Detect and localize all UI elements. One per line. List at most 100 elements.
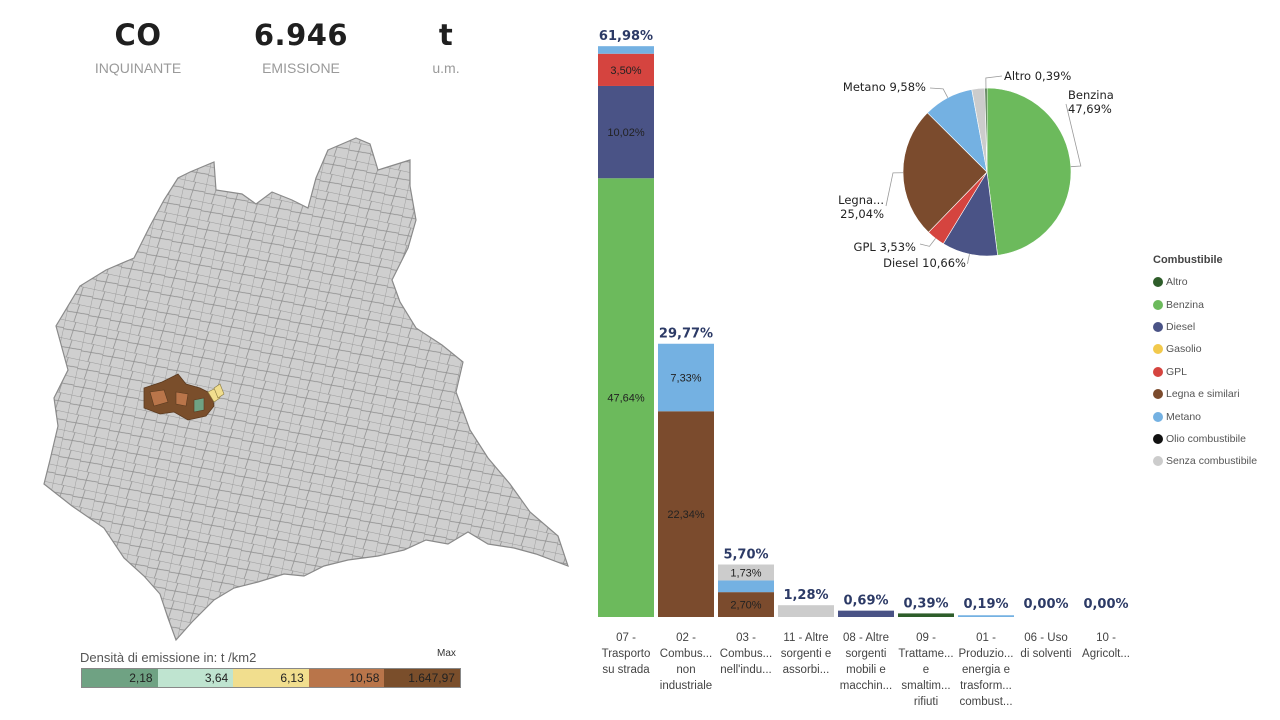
- pie-slice-label: Benzina 47,69%: [1068, 88, 1114, 116]
- bar-segment[interactable]: [598, 53, 654, 86]
- bar-total-label: 29,77%: [659, 327, 713, 342]
- pie-slice-label: Altro 0,39%: [1004, 69, 1071, 83]
- legend-item[interactable]: GPL: [1153, 361, 1257, 383]
- bar-segment-label: 7,33%: [670, 373, 701, 385]
- legend-dot-icon: [1153, 433, 1163, 444]
- category-label: 10 -Agricolt...: [1082, 632, 1130, 660]
- bar-segment-label: 1,73%: [730, 567, 761, 579]
- pie-slice-label: Legna... 25,04%: [838, 193, 884, 221]
- bar-segment[interactable]: [718, 592, 774, 617]
- legend-item[interactable]: Senza combustibile: [1153, 450, 1257, 472]
- bar-segment-label: 3,50%: [610, 65, 641, 77]
- density-legend-scale: 2,18 3,64 6,13 10,58 1.647,97: [81, 668, 461, 688]
- legend-item-label: Diesel: [1166, 320, 1196, 333]
- legend-item[interactable]: Olio combustibile: [1153, 428, 1257, 450]
- legend-dot-icon: [1153, 321, 1163, 332]
- legend-dot-icon: [1153, 456, 1163, 467]
- pie-slice-label: Diesel 10,66%: [883, 256, 966, 270]
- legend-dot-icon: [1153, 366, 1163, 377]
- pie-slice-label: GPL 3,53%: [854, 240, 917, 254]
- bar-segment[interactable]: [658, 343, 714, 412]
- bar-total-label: 1,28%: [783, 588, 828, 603]
- bar-total-label: 0,69%: [843, 594, 888, 609]
- density-legend-max-label: Max: [437, 648, 456, 659]
- bar-segment[interactable]: [598, 85, 654, 179]
- fuel-legend: Combustibile Altro Benzina Diesel Gasolio GP…: [1153, 254, 1257, 473]
- bar-segment[interactable]: [598, 178, 654, 617]
- pie-leader-line: [985, 75, 1003, 89]
- legend-item-label: Legna e similari: [1166, 388, 1240, 401]
- pie-slice-label: Metano 9,58%: [843, 80, 926, 94]
- bar-segment-label: 22,34%: [667, 509, 705, 521]
- bar-total-label: 61,98%: [599, 29, 653, 44]
- bar-segment-label: 2,70%: [730, 600, 761, 612]
- bar-total-label: 0,00%: [1083, 597, 1128, 612]
- category-label: 09 -Trattame... e smaltim... rifiuti: [898, 632, 953, 708]
- kpi-unit-value: t: [438, 18, 454, 52]
- bar-segment-label: 10,02%: [607, 127, 645, 139]
- legend-item[interactable]: Metano: [1153, 405, 1257, 427]
- bar-total-label: 0,19%: [963, 597, 1008, 612]
- legend-item[interactable]: Gasolio: [1153, 338, 1257, 360]
- pie-leader-line: [885, 172, 904, 207]
- density-segment: 6,13: [233, 669, 309, 687]
- pie-leader-line: [919, 238, 936, 247]
- legend-dot-icon: [1153, 277, 1163, 288]
- legend-dot-icon: [1153, 299, 1163, 310]
- sector-stacked-bar-chart[interactable]: 47,64% 10,02% 3,50% 61,98% 07 -Trasporto su s…: [590, 22, 1150, 712]
- legend-title: Combustibile: [1153, 254, 1223, 266]
- density-segment: 1.647,97: [384, 669, 460, 687]
- bar-segment[interactable]: [718, 580, 774, 593]
- category-label: 06 - Uso di solventi: [1020, 632, 1071, 660]
- density-segment: 3,64: [157, 669, 234, 687]
- legend-item-label: Gasolio: [1166, 343, 1202, 356]
- bar-total-label: 0,00%: [1023, 597, 1068, 612]
- bar-segment[interactable]: [658, 411, 714, 617]
- bar-segment[interactable]: [718, 564, 774, 581]
- legend-item[interactable]: Benzina: [1153, 293, 1257, 315]
- lombardy-municipalities-map[interactable]: [38, 130, 578, 645]
- category-label: 08 - Altre sorgenti mobili e macchin...: [840, 632, 892, 692]
- bar-segment[interactable]: [958, 615, 1014, 617]
- legend-item-label: Senza combustibile: [1166, 455, 1258, 468]
- fuel-pie-chart[interactable]: Benzina 47,69% Diesel 10,66% GPL 3,53% Legna…: [830, 60, 1130, 290]
- legend-item-label: Metano: [1166, 410, 1202, 423]
- legend-item-label: Benzina: [1166, 298, 1204, 311]
- legend-dot-icon: [1153, 344, 1163, 355]
- bar-segment[interactable]: [598, 46, 654, 54]
- legend-item-label: Olio combustibile: [1166, 432, 1246, 445]
- density-segment: 10,58: [308, 669, 385, 687]
- legend-item[interactable]: Altro: [1153, 271, 1257, 293]
- kpi-emissione-value: 6.946: [253, 18, 349, 52]
- bar-total-label: 0,39%: [903, 596, 948, 611]
- legend-item[interactable]: Diesel: [1153, 316, 1257, 338]
- legend-item[interactable]: Legna e similari: [1153, 383, 1257, 405]
- category-label: 11 - Altre sorgenti e assorbi...: [781, 632, 832, 676]
- pie-leader-line: [929, 87, 949, 98]
- density-segment: 2,18: [82, 669, 158, 687]
- legend-dot-icon: [1153, 411, 1163, 422]
- category-label: 02 -Combus... non industriale: [660, 632, 712, 692]
- legend-item-label: Altro: [1166, 276, 1188, 289]
- category-label: 01 -Produzio... energia e trasform... combu…: [959, 632, 1014, 708]
- bar-segment[interactable]: [898, 613, 954, 617]
- category-label: 07 -Trasporto su strada: [602, 632, 651, 676]
- bar-segment[interactable]: [778, 605, 834, 617]
- kpi-unit-label: u.m.: [432, 60, 460, 76]
- category-label: 03 -Combus... nell'indu...: [720, 632, 772, 676]
- legend-dot-icon: [1153, 389, 1163, 400]
- bar-segment-label: 47,64%: [607, 393, 645, 405]
- region-outline: [43, 137, 569, 642]
- kpi-emissione-label: EMISSIONE: [262, 60, 340, 76]
- bar-total-label: 5,70%: [723, 548, 768, 563]
- pie-leader-line: [1065, 103, 1082, 168]
- pie-leader-line: [966, 254, 970, 265]
- kpi-unit: t u.m.: [366, 18, 526, 76]
- kpi-inquinante-value: CO: [114, 18, 162, 52]
- kpi-inquinante-label: INQUINANTE: [94, 60, 182, 76]
- kpi-emissione: 6.946 EMISSIONE: [221, 18, 381, 76]
- pie-slice[interactable]: [986, 87, 1072, 256]
- bar-segment[interactable]: [838, 610, 894, 617]
- legend-item-label: GPL: [1166, 365, 1188, 378]
- density-legend-title: Densità di emissione in: t /km2: [80, 650, 257, 665]
